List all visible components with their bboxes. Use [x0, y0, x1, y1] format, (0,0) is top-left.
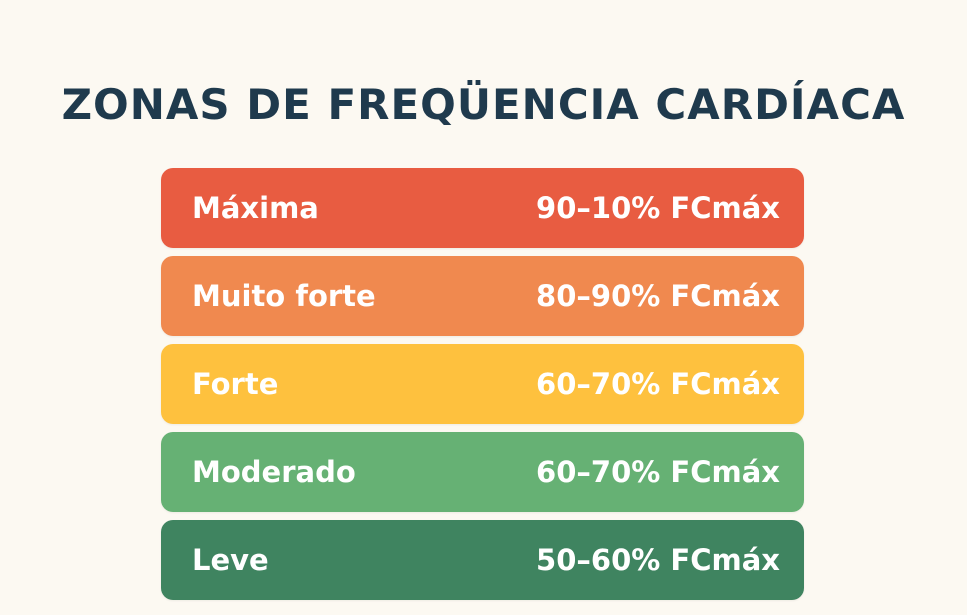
- zone-range: 80–90% FCmáx: [536, 279, 780, 313]
- zone-label: Máxima: [192, 191, 319, 225]
- zone-label: Muito forte: [192, 279, 376, 313]
- zone-row-muito-forte: Muito forte 80–90% FCmáx: [161, 256, 804, 336]
- zone-label: Moderado: [192, 455, 356, 489]
- zone-range: 60–70% FCmáx: [536, 367, 780, 401]
- zone-row-moderado: Moderado 60–70% FCmáx: [161, 432, 804, 512]
- zone-range: 50–60% FCmáx: [536, 543, 780, 577]
- zone-label: Leve: [192, 543, 269, 577]
- heart-rate-zone-list: Máxima 90–10% FCmáx Muito forte 80–90% F…: [161, 168, 804, 608]
- page-title: ZONAS DE FREQÜENCIA CARDÍACA: [61, 80, 906, 129]
- zone-label: Forte: [192, 367, 279, 401]
- zone-range: 60–70% FCmáx: [536, 455, 780, 489]
- zone-row-maxima: Máxima 90–10% FCmáx: [161, 168, 804, 248]
- zone-row-forte: Forte 60–70% FCmáx: [161, 344, 804, 424]
- zone-row-leve: Leve 50–60% FCmáx: [161, 520, 804, 600]
- zone-range: 90–10% FCmáx: [536, 191, 780, 225]
